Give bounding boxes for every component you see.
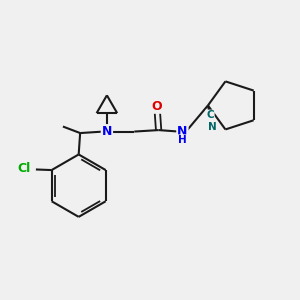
Text: C: C (206, 110, 214, 120)
Text: N: N (208, 122, 217, 132)
Text: O: O (152, 100, 162, 113)
Text: N: N (102, 125, 112, 138)
Text: N: N (177, 125, 188, 138)
Text: Cl: Cl (18, 162, 31, 176)
Text: H: H (178, 135, 187, 145)
